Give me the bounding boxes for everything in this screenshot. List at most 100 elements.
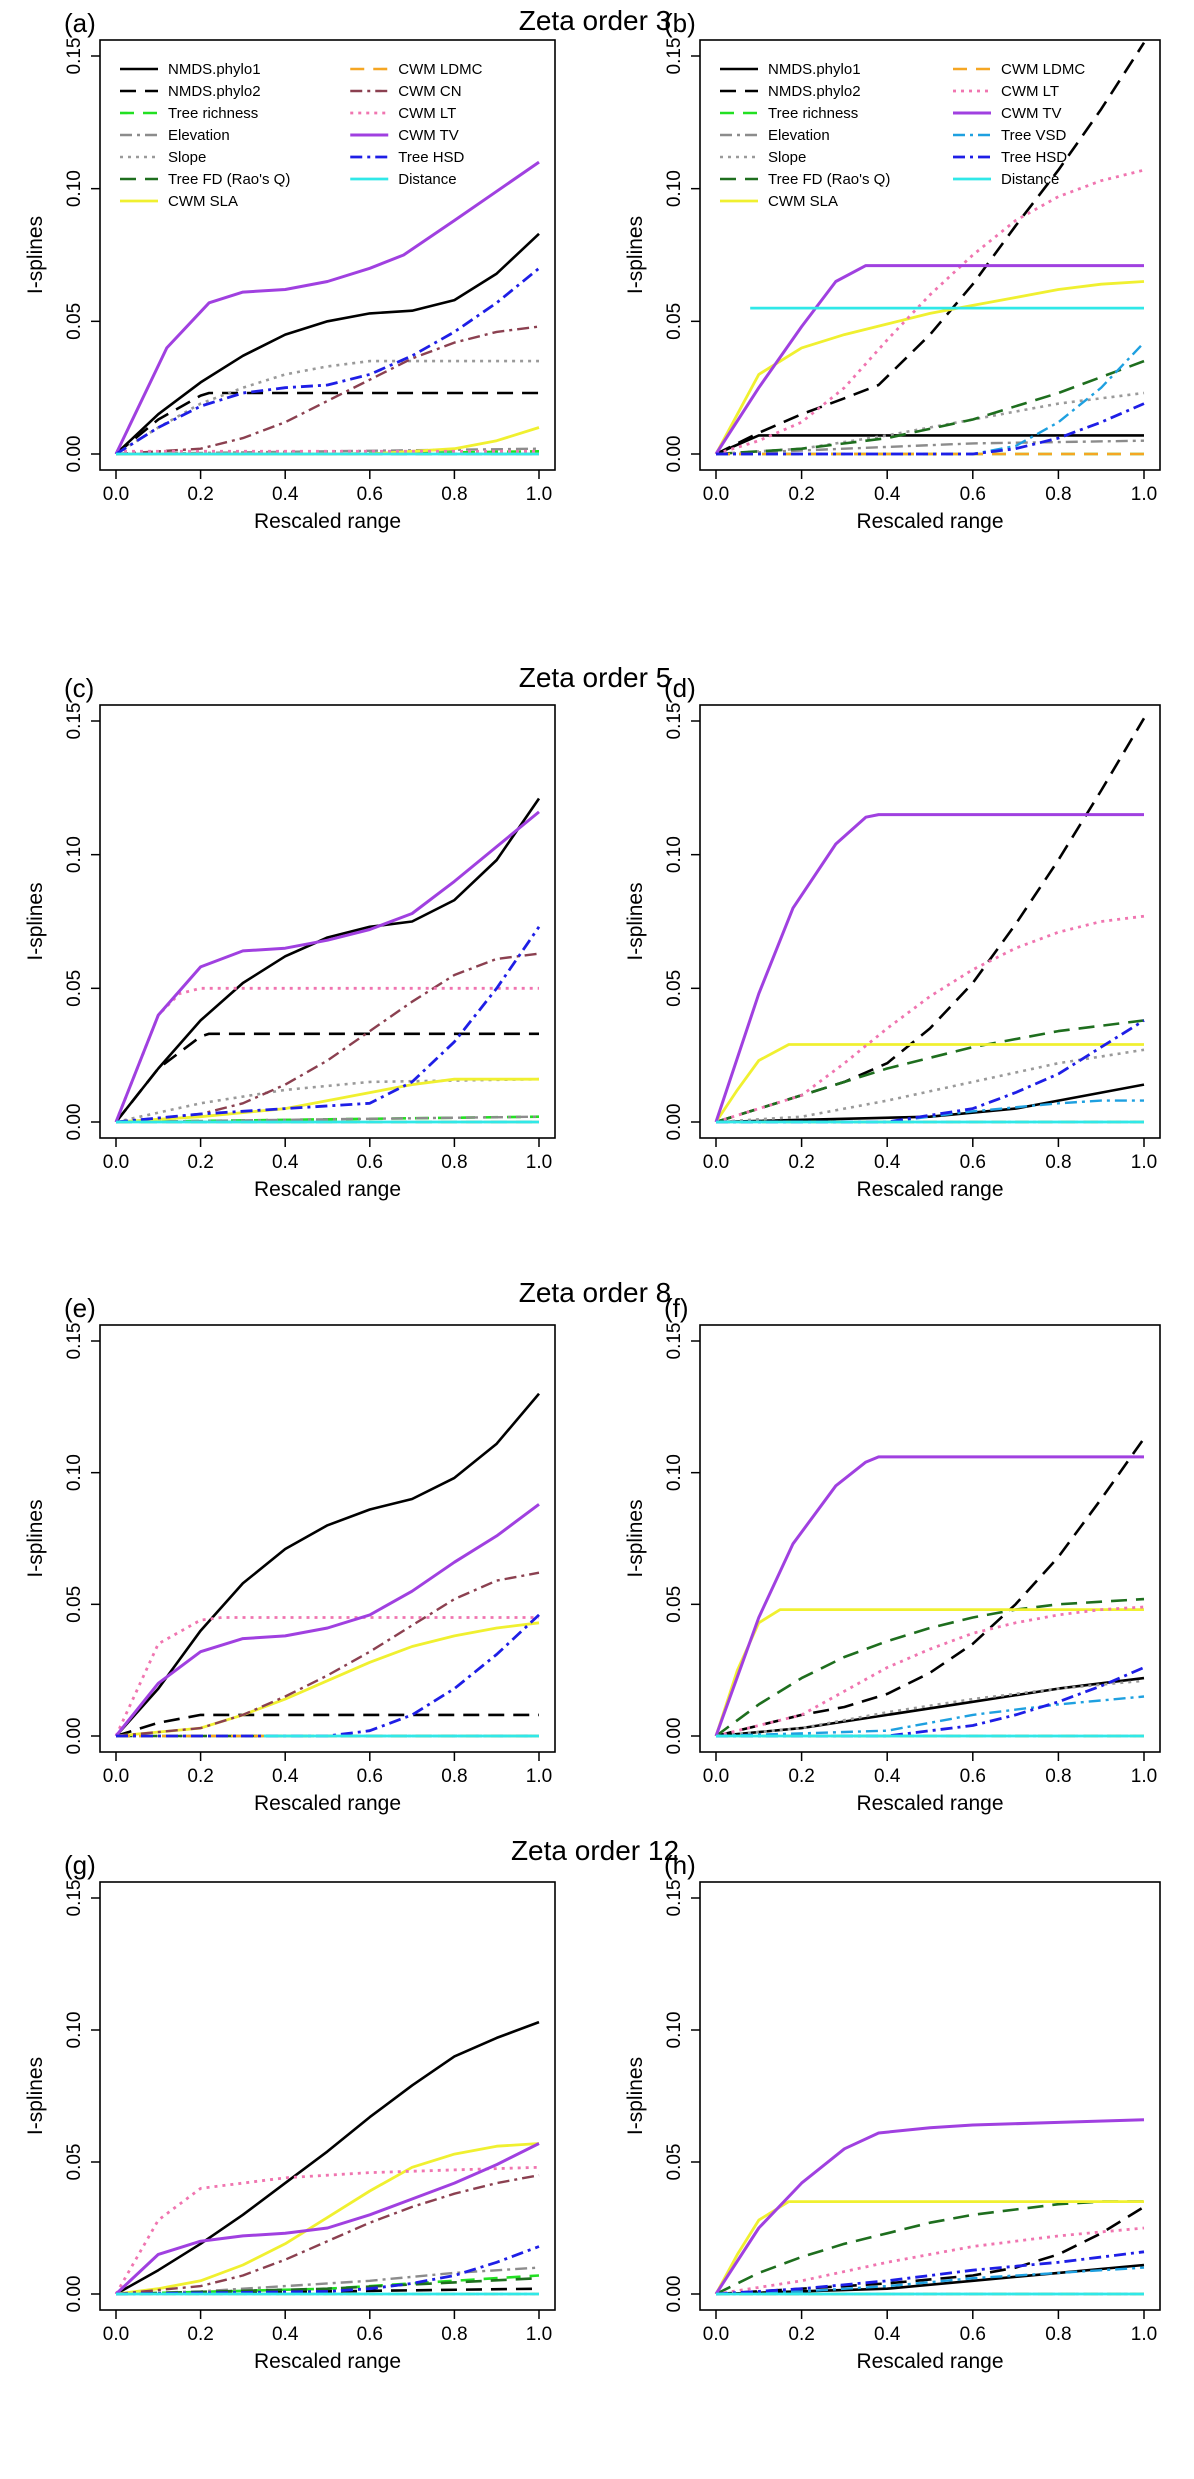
y-tick-label: 0.15 <box>664 703 685 740</box>
x-tick-label: 0.0 <box>703 1766 729 1787</box>
x-tick-label: 1.0 <box>1131 1152 1157 1173</box>
series-cwm-cn <box>115 952 540 1124</box>
series-tree-hsd <box>715 2250 1145 2296</box>
x-tick-label: 0.6 <box>960 2324 986 2345</box>
y-tick-label: 0.10 <box>64 1454 85 1491</box>
series-cwm-sla <box>714 1043 1144 1123</box>
x-tick-label: 0.6 <box>357 2324 383 2345</box>
x-axis-label: Rescaled range <box>856 1178 1003 1201</box>
y-tick-label: 0.10 <box>664 170 685 207</box>
x-tick-label: 0.6 <box>960 484 986 505</box>
y-tick-label: 0.10 <box>664 836 685 873</box>
x-tick-label: 0.4 <box>272 1766 299 1787</box>
legend-entry: CWM TV <box>398 127 459 144</box>
legend-entry: Distance <box>1001 171 1059 188</box>
x-tick-label: 0.8 <box>1045 1766 1071 1787</box>
series-cwm-lt <box>715 168 1145 456</box>
x-tick-label: 0.6 <box>960 1152 986 1173</box>
series-tree-vsd <box>715 1695 1145 1738</box>
series-cwm-sla <box>115 1077 539 1124</box>
x-axis-label: Rescaled range <box>254 1178 401 1201</box>
series-tree-fd-rao-s-q <box>715 2200 1144 2296</box>
series-cwm-lt <box>715 914 1145 1124</box>
x-tick-label: 0.2 <box>788 1766 814 1787</box>
panel-b: (b) 0.0 0.2 0.4 0.6 0.8 1.0 Rescaled range 0.00 0… <box>624 8 1161 533</box>
series-nmds-phylo1 <box>715 1676 1145 1738</box>
series-group <box>714 2118 1145 2296</box>
x-tick-label: 0.2 <box>187 1152 213 1173</box>
x-tick-label: 0.4 <box>272 2324 299 2345</box>
panel-label: (c) <box>64 673 94 703</box>
x-tick-label: 0.8 <box>441 484 467 505</box>
series-nmds-phylo1 <box>114 797 541 1123</box>
series-cwm-sla <box>714 2200 1144 2295</box>
series-tree-hsd <box>716 1666 1145 1738</box>
series-tree-fd-rao-s-q <box>715 359 1145 456</box>
y-axis-label: I-splines <box>24 1499 47 1577</box>
panel-label: (d) <box>664 673 696 703</box>
x-tick-label: 0.4 <box>272 484 299 505</box>
y-tick-label: 0.00 <box>64 2276 85 2313</box>
series-cwm-tv <box>714 813 1144 1123</box>
legend-entry: Distance <box>398 171 456 188</box>
series-tree-fd-rao-s-q <box>715 1597 1145 1738</box>
panel-c: (c) 0.0 0.2 0.4 0.6 0.8 1.0 Rescaled range 0.00 0… <box>24 673 556 1201</box>
series-tree-hsd <box>115 2245 540 2296</box>
series-nmds-phylo2 <box>115 1713 539 1738</box>
series-cwm-lt <box>715 1605 1145 1738</box>
legend-entry: Tree VSD <box>1001 127 1066 144</box>
x-tick-label: 0.8 <box>1045 484 1071 505</box>
series-group <box>114 160 540 456</box>
panel-label: (h) <box>664 1850 696 1880</box>
y-tick-label: 0.10 <box>64 2012 85 2049</box>
x-tick-label: 1.0 <box>526 1152 552 1173</box>
x-tick-label: 0.0 <box>103 1766 129 1787</box>
legend-entry: CWM LT <box>1001 83 1059 100</box>
legend-entry: CWM SLA <box>168 193 238 210</box>
x-tick-label: 0.2 <box>788 484 814 505</box>
x-tick-label: 0.2 <box>187 2324 213 2345</box>
series-cwm-cn <box>115 325 540 456</box>
panel-e: (e) 0.0 0.2 0.4 0.6 0.8 1.0 Rescaled range 0.00 0… <box>24 1293 556 1815</box>
y-tick-label: 0.00 <box>664 436 685 473</box>
plot-frame <box>699 1881 1161 2311</box>
series-tree-hsd <box>115 267 540 456</box>
legend: NMDS.phylo1 NMDS.phylo2 Tree richness Eleva… <box>120 61 483 210</box>
x-tick-label: 0.2 <box>788 1152 814 1173</box>
y-tick-label: 0.05 <box>64 970 85 1007</box>
x-axis-label: Rescaled range <box>254 510 401 533</box>
y-tick-label: 0.10 <box>64 836 85 873</box>
series-nmds-phylo1 <box>115 1392 540 1737</box>
legend-entry: CWM LDMC <box>398 61 482 78</box>
y-tick-label: 0.15 <box>664 1323 685 1360</box>
x-tick-label: 0.8 <box>441 2324 467 2345</box>
y-tick-label: 0.15 <box>64 1880 85 1917</box>
legend-entry: Tree FD (Rao's Q) <box>168 171 290 188</box>
row-title-3: Zeta order 8 <box>519 1277 672 1308</box>
series-cwm-tv <box>714 264 1144 455</box>
panel-h: (h) 0.0 0.2 0.4 0.6 0.8 1.0 Rescaled range 0.00 0… <box>624 1850 1161 2373</box>
y-tick-label: 0.15 <box>664 1880 685 1917</box>
series-slope <box>715 1048 1145 1124</box>
series-tree-hsd <box>716 1019 1145 1124</box>
legend: NMDS.phylo1 NMDS.phylo2 Tree richness Eleva… <box>720 61 1085 210</box>
series-cwm-tv <box>114 810 540 1123</box>
series-nmds-phylo2 <box>715 717 1146 1124</box>
legend-entry: NMDS.phylo2 <box>768 83 861 100</box>
series-cwm-tv <box>714 2118 1145 2295</box>
x-tick-label: 0.8 <box>1045 2324 1071 2345</box>
x-tick-label: 0.0 <box>103 2324 129 2345</box>
legend-entry: Tree HSD <box>398 149 464 166</box>
row-title-1: Zeta order 3 <box>519 5 672 36</box>
panel-d: (d) 0.0 0.2 0.4 0.6 0.8 1.0 Rescaled range 0.00 0… <box>624 673 1161 1201</box>
legend-entry: Tree HSD <box>1001 149 1067 166</box>
series-cwm-cn <box>115 2174 540 2296</box>
y-tick-label: 0.05 <box>664 303 685 340</box>
plot-frame <box>99 1324 556 1753</box>
y-tick-label: 0.15 <box>664 38 685 75</box>
x-tick-label: 1.0 <box>1131 2324 1157 2345</box>
series-group <box>114 1392 540 1738</box>
legend-entry: CWM LT <box>398 105 456 122</box>
series-tree-vsd <box>715 2266 1145 2296</box>
x-axis-label: Rescaled range <box>856 2350 1003 2373</box>
